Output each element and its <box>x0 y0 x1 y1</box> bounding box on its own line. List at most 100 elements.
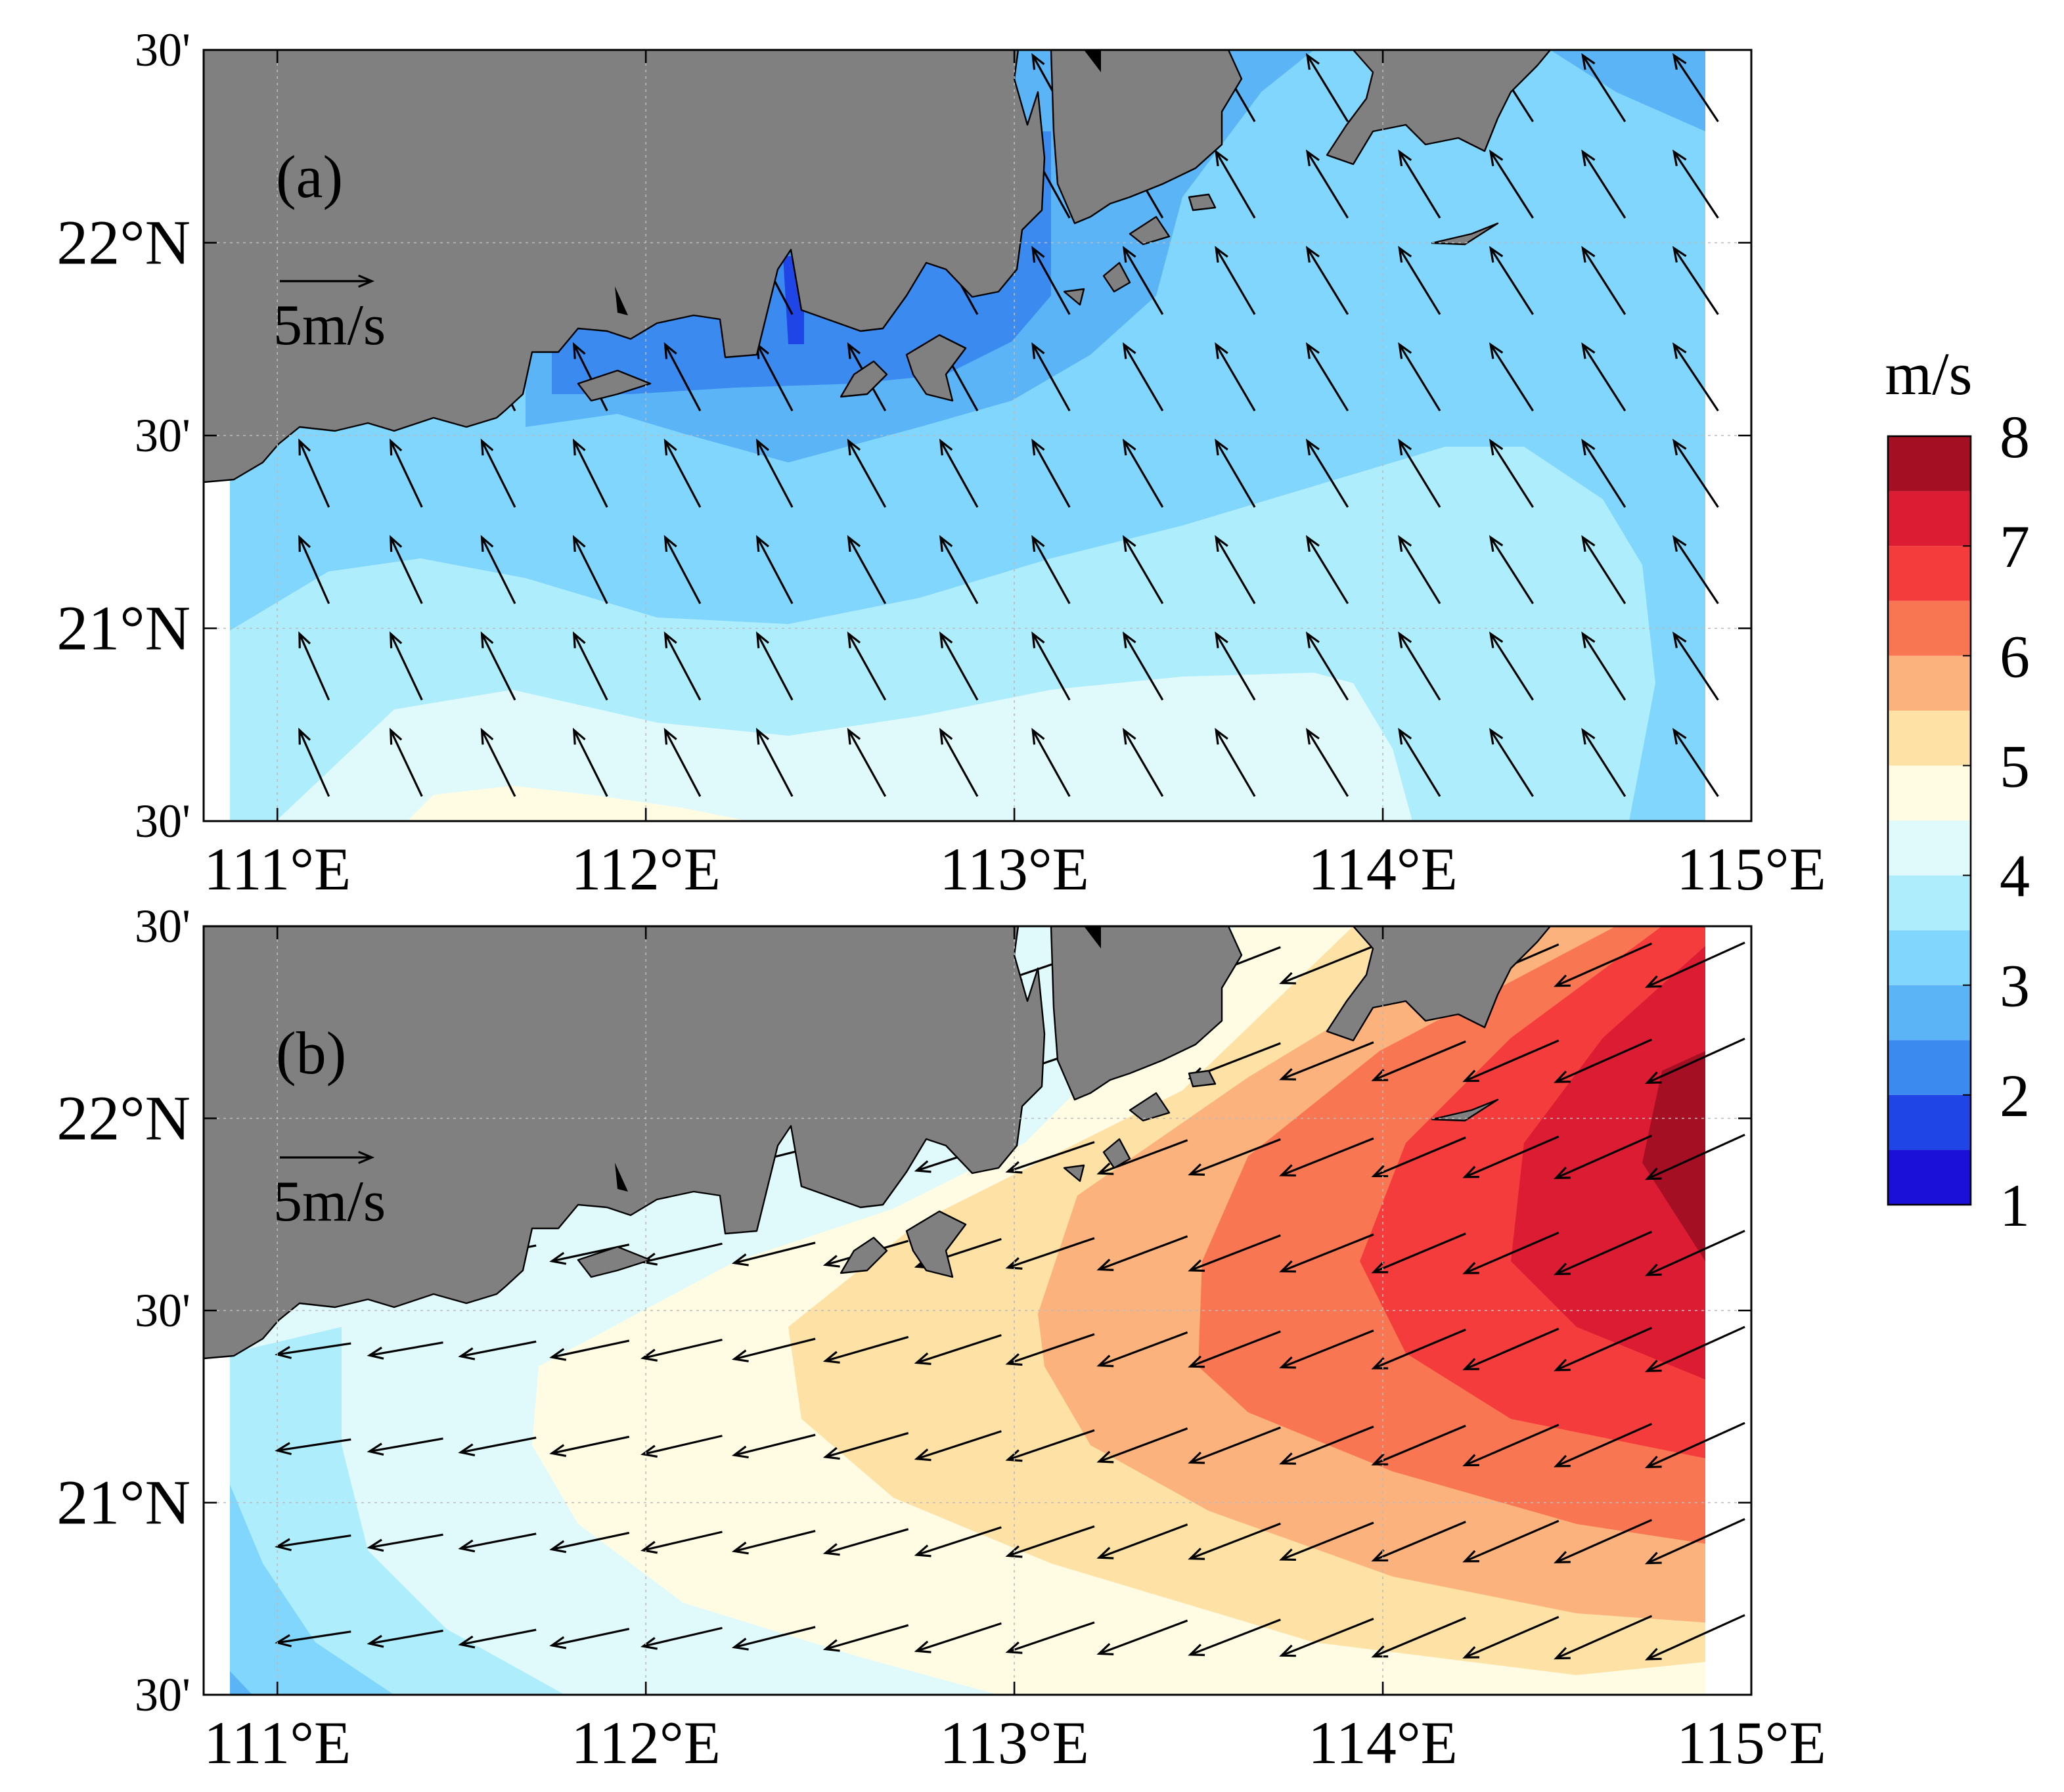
wind-arrow <box>367 1437 443 1456</box>
arrow-head <box>1672 342 1687 359</box>
wind-arrow <box>640 1338 723 1362</box>
arrow-head <box>640 1445 658 1458</box>
arrow-shaft <box>734 1337 816 1360</box>
arrow-shaft <box>1373 1232 1466 1274</box>
wind-arrow <box>1371 1232 1466 1274</box>
arrow-head <box>1215 438 1228 456</box>
arrow-head <box>1371 1453 1389 1466</box>
arrow-shaft <box>1123 537 1164 604</box>
colorbar-band <box>1888 436 1971 491</box>
wind-arrow <box>640 1626 723 1650</box>
arrow-shaft <box>1031 537 1071 604</box>
wind-arrow <box>1462 1519 1559 1563</box>
arrow-head <box>1005 1161 1023 1174</box>
wind-arrow <box>1581 631 1627 701</box>
arrow-shaft <box>1031 440 1071 508</box>
frame <box>202 49 1753 822</box>
wind-arrow <box>1215 149 1256 219</box>
arrow-shaft <box>481 440 516 508</box>
arrow-shaft <box>1306 55 1349 122</box>
arrow-shaft <box>1489 633 1534 701</box>
arrow-shaft <box>390 633 423 701</box>
arrow-shaft <box>1398 440 1441 508</box>
arrow-head <box>822 1446 840 1460</box>
arrow-head <box>358 274 375 288</box>
arrow-head <box>822 1255 840 1268</box>
wind-arrow <box>1122 246 1164 315</box>
wind-arrow <box>1096 1235 1188 1271</box>
arrow-head <box>822 1543 840 1556</box>
arrow-shaft <box>1672 151 1719 219</box>
arrow-head <box>1215 631 1228 648</box>
arrow-shaft <box>1306 633 1349 701</box>
colorbar-tick-label: 6 <box>2000 623 2030 690</box>
arrow-head <box>1122 535 1136 552</box>
arrow-shaft <box>1672 729 1719 797</box>
wind-arrow <box>298 631 330 701</box>
arrow-head <box>1672 631 1687 648</box>
arrow-head <box>731 1638 749 1651</box>
arrow-head <box>1031 246 1045 263</box>
contour-band <box>230 1485 394 1695</box>
arrow-shaft <box>1646 1230 1745 1276</box>
arrow-shaft <box>916 1430 1002 1460</box>
arrow-head <box>1581 53 1596 70</box>
arrow-head <box>1581 149 1596 167</box>
arrow-head <box>1279 1068 1296 1081</box>
wind-arrow <box>1305 149 1349 219</box>
colorbar-band <box>1888 656 1971 711</box>
colorbar-band <box>1888 710 1971 766</box>
arrow-head <box>914 1448 931 1462</box>
arrow-head <box>1371 1549 1389 1562</box>
wind-arrow <box>480 535 516 604</box>
wind-arrow <box>1122 535 1164 604</box>
arrow-shaft <box>1489 247 1534 315</box>
wind-arrow <box>1489 535 1534 604</box>
arrow-head <box>1305 438 1320 456</box>
wind-arrow <box>1096 1331 1188 1368</box>
arrow-shaft <box>1190 1138 1281 1176</box>
y-tick-label: 21°N <box>56 593 191 663</box>
arrow-head <box>1279 1548 1296 1561</box>
arrow-head <box>731 1349 749 1362</box>
arrow-shaft <box>1556 1423 1653 1467</box>
wind-arrow <box>731 1242 816 1266</box>
arrow-head <box>1489 246 1504 263</box>
arrow-shaft <box>1281 1425 1374 1465</box>
arrow-head <box>1581 728 1596 745</box>
arrow-shaft <box>1281 1233 1374 1272</box>
arrow-head <box>389 438 403 456</box>
arrow-shaft <box>1281 1617 1374 1657</box>
arrow-shaft <box>1007 1621 1095 1653</box>
arrow-shaft <box>369 1437 443 1453</box>
arrow-shaft <box>1373 1521 1466 1561</box>
arrow-head <box>1031 438 1045 456</box>
wind-arrow <box>480 727 516 797</box>
arrow-shaft <box>1646 1422 1745 1468</box>
arrow-shaft <box>1123 440 1164 508</box>
panel-label: (a) <box>276 143 343 210</box>
arrow-shaft <box>1031 248 1071 315</box>
wind-arrow <box>1188 1138 1281 1176</box>
wind-arrow <box>1398 631 1441 701</box>
arrow-head <box>1122 728 1136 745</box>
wind-arrow <box>1096 1427 1188 1464</box>
arrow-shaft <box>1031 633 1071 701</box>
arrow-shaft <box>1215 633 1256 701</box>
arrow-shaft <box>390 537 423 604</box>
wind-arrow <box>939 727 979 797</box>
arrow-shaft <box>1582 247 1627 315</box>
arrow-head <box>939 631 953 648</box>
arrow-head <box>1462 1550 1479 1563</box>
arrow-shaft <box>1398 537 1441 604</box>
arrow-head <box>731 1445 749 1459</box>
arrow-head <box>358 1150 375 1165</box>
wind-arrow <box>367 1629 443 1648</box>
colorbar-band <box>1888 491 1971 547</box>
wind-arrow <box>663 631 702 701</box>
colorbar-band <box>1888 1150 1971 1205</box>
wind-arrow <box>1554 1423 1653 1467</box>
wind-arrow <box>1279 1330 1374 1369</box>
wind-arrow <box>1644 1133 1745 1180</box>
arrow-head <box>1215 246 1228 263</box>
